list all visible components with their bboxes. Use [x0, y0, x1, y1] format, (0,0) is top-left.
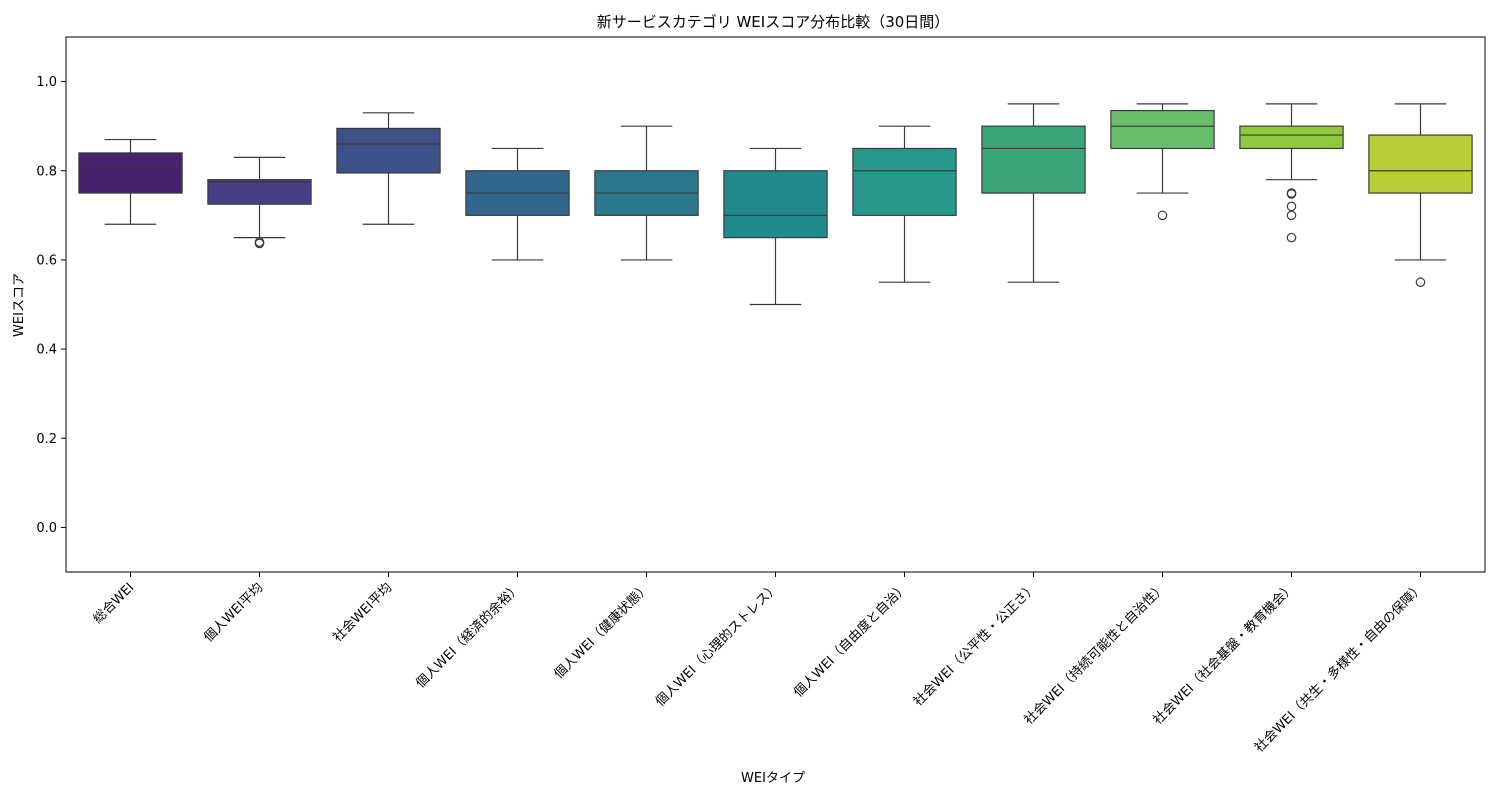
box-body	[1368, 134, 1473, 194]
x-axis: 総合WEI 個人WEI平均 社会WEI平均 個人WEI（経済的余裕） 個人WEI（健康状…	[91, 572, 1427, 756]
outlier-point	[1286, 210, 1297, 221]
y-tick-label: 0.2	[36, 432, 57, 447]
box-body	[723, 170, 828, 239]
box-group	[78, 138, 183, 225]
outlier-point	[1286, 201, 1297, 212]
box-group	[852, 125, 957, 283]
box-body	[852, 147, 957, 216]
outlier-point	[1286, 232, 1297, 243]
outlier-point	[1286, 189, 1297, 199]
x-axis-label: WEIタイプ	[741, 771, 805, 786]
x-tick-label: 社会WEI（公平性・公正さ）	[910, 580, 1040, 710]
box-group	[1368, 103, 1473, 288]
box-group	[1110, 103, 1215, 221]
box-body	[1110, 109, 1215, 150]
box-body	[207, 179, 312, 205]
box-group	[594, 125, 699, 261]
box-group	[981, 103, 1086, 283]
box-group	[207, 156, 312, 249]
x-tick-label: 個人WEI平均	[201, 580, 266, 645]
outlier-point	[1415, 277, 1426, 288]
box-group	[465, 147, 570, 261]
y-tick-label: 0.8	[36, 164, 57, 179]
box-body	[78, 152, 183, 194]
chart-title: 新サービスカテゴリ WEIスコア分布比較（30日間）	[597, 13, 950, 31]
y-axis-label: WEIスコア	[12, 273, 27, 337]
box-body	[1239, 125, 1344, 150]
x-tick-label: 社会WEI（持続可能性と自治性）	[1021, 580, 1169, 728]
x-tick-label: 個人WEI（健康状態）	[551, 580, 653, 682]
x-tick-label: 社会WEI平均	[330, 580, 396, 646]
y-tick-label: 0.4	[36, 343, 57, 358]
x-tick-label: 個人WEI（自由度と自治）	[790, 580, 911, 701]
outlier-point	[254, 238, 265, 249]
box-group	[723, 147, 828, 306]
x-tick-label: 個人WEI（経済的余裕）	[413, 580, 525, 692]
box-body	[981, 125, 1086, 194]
x-tick-label: 総合WEI	[91, 580, 138, 627]
box-group	[1239, 103, 1344, 243]
outlier-point	[1157, 210, 1168, 221]
x-tick-label: 個人WEI（心理的ストレス）	[652, 580, 782, 710]
boxes	[78, 103, 1473, 306]
box-group	[336, 112, 441, 225]
x-tick-label: 社会WEI（社会基盤・教育機会）	[1150, 580, 1298, 728]
y-tick-label: 0.0	[36, 521, 57, 536]
y-tick-label: 0.6	[36, 253, 57, 268]
y-axis: 0.0 0.2 0.4 0.6 0.8 1.0	[36, 75, 66, 536]
y-tick-label: 1.0	[36, 75, 57, 90]
box-body	[336, 127, 441, 174]
